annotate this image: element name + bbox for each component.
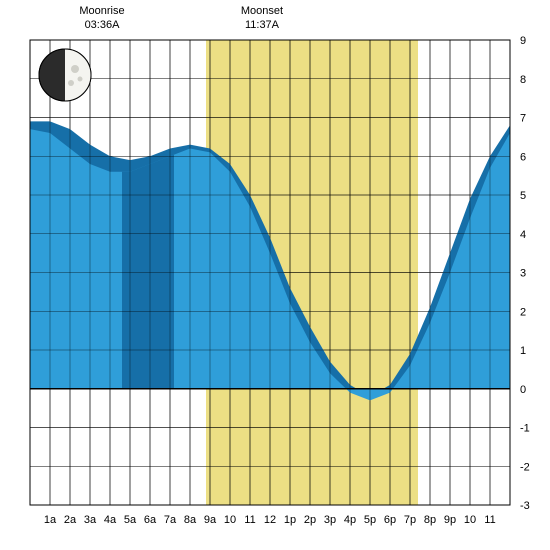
x-tick-label: 7a — [164, 514, 177, 526]
x-tick-label: 9p — [444, 514, 456, 526]
y-tick-label: 0 — [520, 384, 526, 396]
x-tick-label: 4p — [344, 514, 356, 526]
x-tick-label: 3p — [324, 514, 336, 526]
x-tick-label: 10 — [464, 514, 476, 526]
x-tick-label: 4a — [104, 514, 117, 526]
y-tick-label: -3 — [520, 500, 530, 512]
x-tick-label: 2p — [304, 514, 316, 526]
y-tick-label: 7 — [520, 113, 526, 125]
y-tick-label: -2 — [520, 461, 530, 473]
y-tick-label: 1 — [520, 345, 526, 357]
x-tick-label: 6a — [144, 514, 157, 526]
y-tick-label: 2 — [520, 306, 526, 318]
y-tick-label: 8 — [520, 74, 526, 86]
x-tick-label: 1a — [44, 514, 57, 526]
x-tick-label: 3a — [84, 514, 97, 526]
x-tick-label: 7p — [404, 514, 416, 526]
y-tick-label: 6 — [520, 151, 526, 163]
y-tick-label: 5 — [520, 190, 526, 202]
x-tick-label: 8p — [424, 514, 436, 526]
x-tick-label: 8a — [184, 514, 197, 526]
x-tick-label: 5a — [124, 514, 137, 526]
x-tick-label: 10 — [224, 514, 236, 526]
y-tick-label: -1 — [520, 423, 530, 435]
moonset-title: Moonset — [241, 5, 283, 17]
x-tick-label: 11 — [244, 514, 255, 526]
x-tick-label: 9a — [204, 514, 217, 526]
x-tick-label: 5p — [364, 514, 376, 526]
moon-phase-icon — [39, 49, 91, 101]
x-tick-label: 2a — [64, 514, 77, 526]
moonrise-title: Moonrise — [79, 5, 124, 17]
y-tick-label: 9 — [520, 35, 526, 47]
moonrise-time: 03:36A — [85, 19, 121, 31]
moonset-time: 11:37A — [245, 19, 280, 31]
y-tick-label: 3 — [520, 268, 526, 280]
y-tick-label: 4 — [520, 229, 526, 241]
x-tick-label: 1p — [284, 514, 296, 526]
x-tick-label: 6p — [384, 514, 396, 526]
x-tick-label: 12 — [264, 514, 276, 526]
x-tick-label: 11 — [484, 514, 495, 526]
